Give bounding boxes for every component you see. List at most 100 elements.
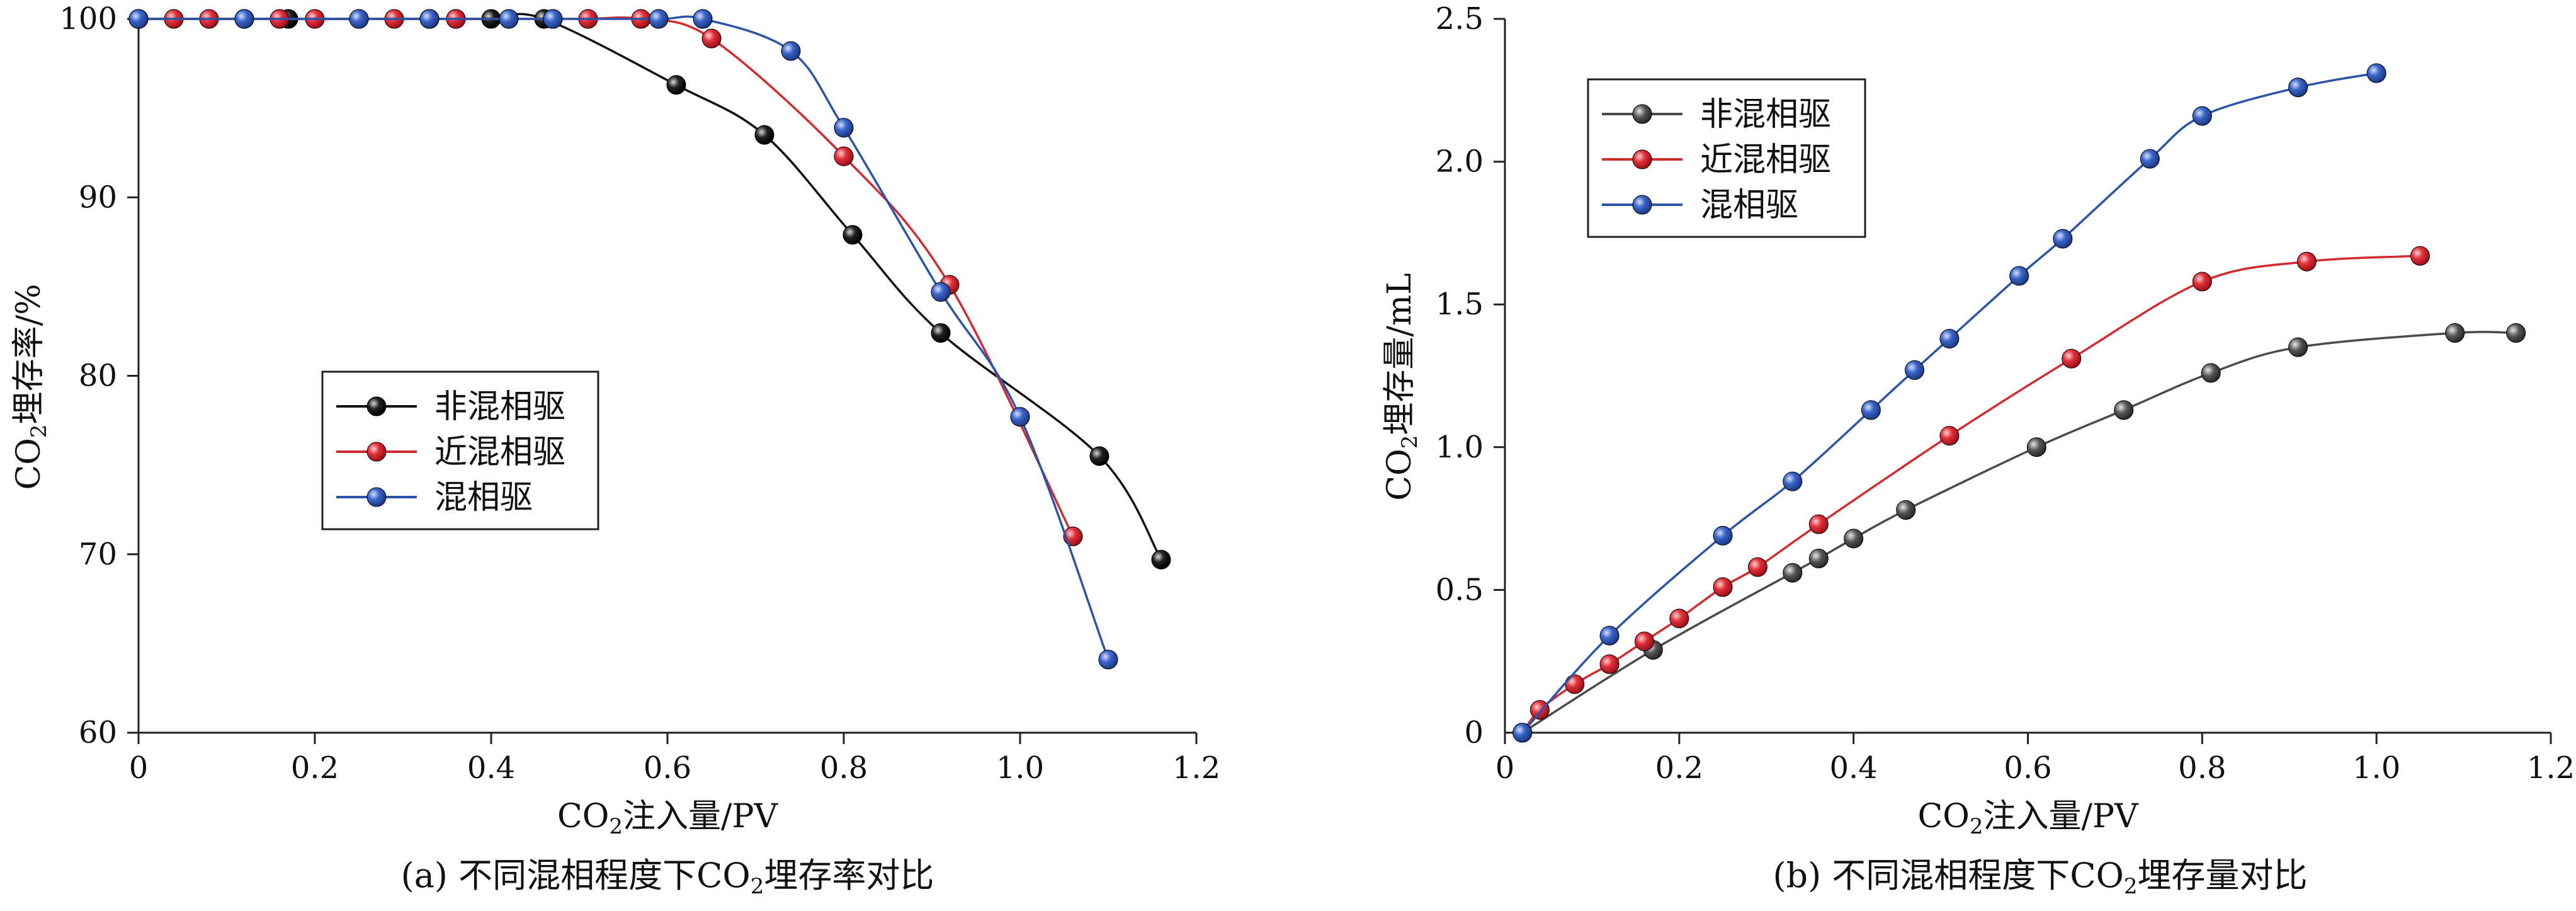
legend-marker: [366, 396, 387, 416]
data-point: [1098, 650, 1118, 670]
data-point: [1151, 549, 1171, 570]
data-point: [234, 9, 254, 29]
data-point: [1844, 529, 1864, 549]
legend-label: 非混相驱: [1700, 96, 1831, 134]
data-point: [2366, 63, 2386, 83]
data-point: [2062, 348, 2082, 369]
data-point: [1713, 525, 1733, 546]
legend-label: 近混相驱: [1700, 141, 1831, 179]
y-tick-label: 80: [79, 358, 117, 394]
data-point: [649, 9, 669, 29]
data-point: [2026, 437, 2046, 457]
data-point: [931, 282, 951, 302]
y-axis-title: CO2埋存率/%: [10, 284, 52, 490]
data-point: [2288, 77, 2308, 98]
data-point: [834, 146, 854, 166]
y-axis-title: CO2埋存量/mL: [1381, 273, 1422, 500]
data-point: [349, 9, 369, 29]
y-tick-label: 1.0: [1436, 430, 1484, 465]
y-tick-label: 70: [79, 537, 117, 572]
x-tick-label: 0.6: [644, 750, 691, 786]
data-point: [2410, 246, 2430, 266]
x-tick-label: 1.0: [996, 750, 1044, 786]
x-tick-label: 1.0: [2352, 750, 2400, 786]
data-point: [1599, 626, 1620, 646]
x-tick-label: 0.2: [291, 750, 339, 786]
data-point: [2288, 337, 2308, 357]
x-tick-label: 0.8: [2178, 750, 2226, 786]
legend-marker: [1632, 104, 1652, 124]
x-tick-label: 0.8: [820, 750, 868, 786]
legend-label: 混相驱: [434, 479, 533, 517]
legend-label: 非混相驱: [434, 388, 565, 426]
data-point: [1783, 563, 1803, 583]
y-tick-label: 2.0: [1436, 144, 1484, 180]
data-point: [1599, 654, 1620, 674]
legend-marker: [1632, 149, 1652, 169]
data-point: [701, 28, 722, 49]
data-point: [1713, 577, 1733, 597]
data-point: [1010, 407, 1030, 427]
data-point: [2053, 229, 2073, 249]
data-point: [931, 323, 951, 343]
data-point: [1905, 360, 1925, 380]
data-point: [1808, 549, 1829, 569]
x-tick-label: 0.6: [2004, 750, 2051, 786]
data-point: [2114, 400, 2134, 420]
y-tick-label: 90: [79, 180, 117, 215]
data-point: [2201, 363, 2221, 383]
x-tick-label: 1.2: [1172, 750, 1220, 786]
data-point: [1896, 500, 1916, 520]
data-point: [1939, 426, 1960, 446]
data-point: [1669, 609, 1689, 629]
data-point: [781, 41, 801, 61]
legend-label: 近混相驱: [434, 433, 565, 471]
data-point: [834, 118, 854, 138]
y-tick-label: 1.5: [1436, 287, 1484, 322]
x-tick-label: 0.2: [1655, 750, 1703, 786]
data-point: [2506, 323, 2526, 343]
legend-marker: [366, 442, 387, 462]
series-line: [1521, 331, 2516, 734]
data-point: [1634, 631, 1654, 651]
chart-a: 0 0.2 0.4 0.6 0.8 1.0 1.2 60 70 80 90 100 CO2注入量/PV C…: [10, 1, 1220, 899]
data-point: [1783, 471, 1803, 491]
data-point: [1861, 400, 1881, 420]
legend-marker: [366, 487, 387, 507]
x-tick-label: 0: [1495, 750, 1515, 786]
legend-marker: [1632, 195, 1652, 215]
data-point: [2192, 272, 2212, 292]
series-line: [139, 15, 1109, 660]
data-point: [2192, 106, 2212, 126]
data-point: [419, 9, 440, 29]
x-axis-title: CO2注入量/PV: [1917, 798, 2139, 839]
series-line: [1521, 255, 2420, 734]
legend-label: 混相驱: [1700, 186, 1798, 224]
series-line: [139, 13, 1162, 561]
x-tick-label: 1.2: [2527, 750, 2575, 786]
data-point: [128, 9, 149, 29]
data-point: [1512, 723, 1533, 743]
data-point: [1089, 446, 1109, 466]
data-point: [843, 225, 863, 245]
x-axis-title: CO2注入量/PV: [557, 798, 779, 839]
data-point: [2445, 323, 2465, 343]
data-point: [1808, 514, 1829, 534]
data-point: [693, 9, 713, 29]
data-point: [2140, 149, 2160, 169]
y-tick-label: 100: [59, 1, 117, 37]
chart-caption: (b) 不同混相程度下CO2埋存量对比: [1773, 856, 2307, 899]
x-tick-label: 0: [129, 750, 149, 786]
data-point: [2296, 251, 2317, 272]
data-point: [666, 75, 686, 95]
y-tick-label: 0.5: [1436, 572, 1484, 607]
y-tick-label-origin: 0: [1464, 715, 1484, 750]
y-tick-label: 60: [79, 715, 117, 750]
data-point: [1565, 674, 1585, 694]
y-tick-label: 2.5: [1436, 1, 1484, 37]
data-point: [2009, 266, 2029, 286]
chart-caption: (a) 不同混相程度下CO2埋存率对比: [401, 856, 934, 899]
data-point: [754, 125, 775, 145]
x-tick-label: 0.4: [467, 750, 515, 786]
